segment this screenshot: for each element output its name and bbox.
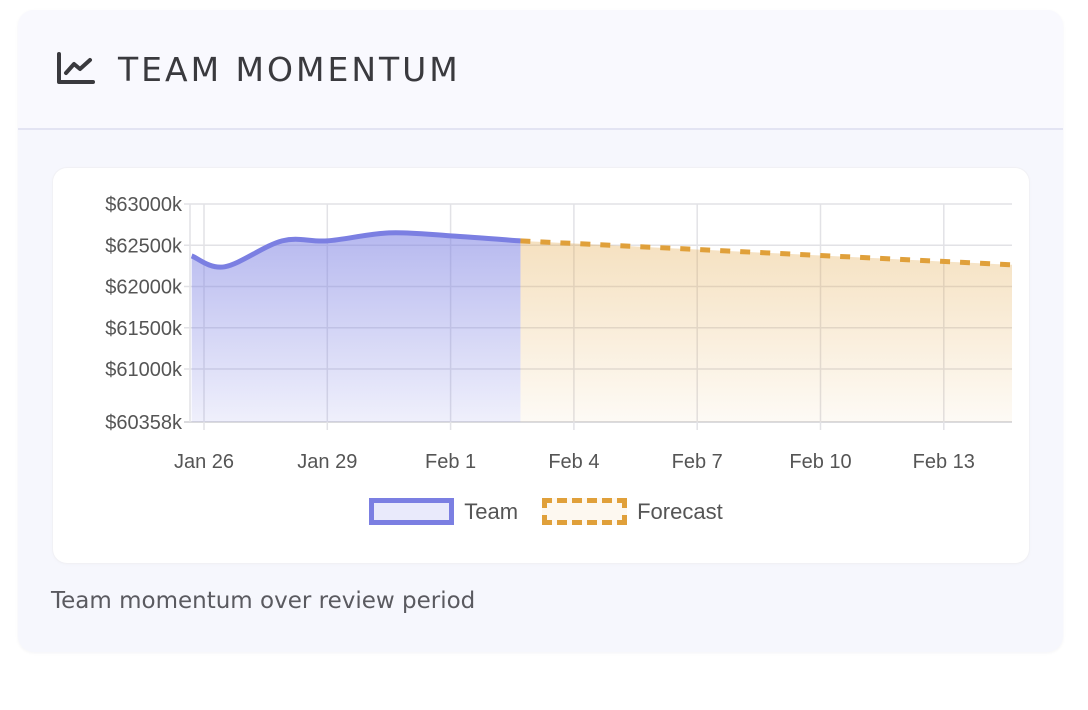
y-tick-label: $61500k: [105, 318, 183, 340]
x-tick-label: Feb 1: [425, 451, 476, 473]
x-tick-label: Feb 10: [789, 451, 851, 473]
chart-legend: Team Forecast: [53, 498, 1029, 525]
x-tick-label: Jan 29: [297, 451, 357, 473]
y-tick-label: $61000k: [105, 359, 183, 381]
card-title: TEAM MOMENTUM: [118, 49, 461, 89]
legend-label-team: Team: [464, 498, 519, 524]
forecast-swatch: [542, 498, 628, 525]
x-tick-label: Feb 7: [672, 451, 723, 473]
y-tick-label: $62500k: [105, 235, 183, 257]
forecast-line: [520, 238, 1013, 268]
line-chart-icon: [56, 52, 96, 86]
chart-lines: [190, 230, 1013, 270]
team-momentum-card: TEAM MOMENTUM $63000k $62500k $62000k $6150…: [18, 10, 1063, 652]
y-tick-label: $62000k: [105, 277, 183, 299]
x-tick-label: Feb 13: [913, 451, 975, 473]
team-area: [191, 232, 521, 422]
legend-item-forecast[interactable]: Forecast: [542, 498, 723, 525]
x-axis: Jan 26 Jan 29 Feb 1 Feb 4 Feb 7 Feb 10 Feb 13: [174, 451, 975, 473]
chart-caption: Team momentum over review period: [51, 588, 476, 614]
x-tick-label: Feb 4: [548, 451, 599, 473]
y-tick-label: $63000k: [105, 194, 183, 216]
chart-areas: [191, 232, 1012, 422]
line-chart: $63000k $62500k $62000k $61500k $61000k $6035…: [105, 194, 1013, 473]
team-line: [190, 230, 521, 270]
card-header: TEAM MOMENTUM: [18, 10, 1063, 130]
chart-panel: $63000k $62500k $62000k $61500k $61000k $6035…: [53, 168, 1029, 563]
y-tick-label: $60358k: [105, 412, 183, 434]
legend-item-team[interactable]: Team: [369, 498, 518, 525]
x-tick-label: Jan 26: [174, 451, 234, 473]
y-axis: $63000k $62500k $62000k $61500k $61000k $6035…: [105, 194, 183, 434]
legend-label-forecast: Forecast: [637, 498, 723, 524]
forecast-area: [520, 240, 1012, 422]
team-swatch: [369, 498, 455, 525]
